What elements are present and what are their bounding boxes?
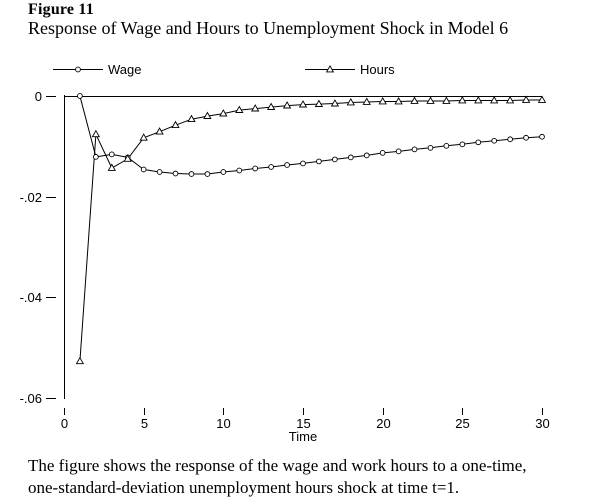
hours-marker [282,101,292,109]
hours-marker [235,105,244,113]
y-tick-label: -.02 [20,190,42,205]
figure-caption: The figure shows the response of the wag… [28,455,592,499]
hours-marker [314,99,324,107]
wage-marker [411,146,418,153]
hours-marker [426,96,435,104]
wage-marker [475,139,482,146]
hours-marker [362,97,371,105]
hours-marker [266,102,276,110]
figure-title: Response of Wage and Hours to Unemployme… [28,18,509,38]
hours-marker [410,96,419,104]
hours-marker [171,120,180,129]
caption-line-2: one-standard-deviation unemployment hour… [28,478,460,497]
wage-marker [172,170,179,177]
hours-marker [219,109,228,117]
y-tick-label: -.04 [20,290,42,305]
wage-marker [459,141,466,148]
wage-marker [507,136,513,143]
wage-marker [379,150,386,156]
caption-line-1: The figure shows the response of the wag… [28,456,527,475]
wage-marker [236,167,243,174]
wage-marker [252,165,259,172]
hours-marker [474,95,483,104]
wage-marker [188,171,195,177]
legend-hours-marker-icon [325,64,335,73]
wage-marker [108,151,115,158]
x-tick-label: 15 [296,416,310,431]
hours-marker [394,96,403,105]
hours-marker [139,133,148,141]
hours-marker [442,96,451,104]
y-tick-label: 0 [35,89,42,104]
hours-marker [346,97,355,106]
wage-marker [347,154,354,161]
wage-marker [268,164,274,170]
hours-marker [155,127,164,135]
wage-marker [300,160,306,167]
wage-marker [332,156,338,163]
wage-marker [427,144,434,151]
legend-wage-label: Wage [108,62,141,77]
y-tick-label: -.06 [20,391,42,406]
wage-marker [93,154,99,160]
wage-marker [156,169,163,175]
hours-marker [203,111,212,119]
hours-marker [123,154,132,162]
wage-marker [316,158,322,165]
figure-label: Figure 11 [28,1,94,18]
wage-marker [284,162,290,168]
legend-hours-label: Hours [360,62,395,77]
x-axis-title: Time [289,429,317,444]
wage-marker [539,133,545,140]
hours-marker [298,100,308,108]
wage-marker [77,93,83,99]
wage-marker [204,171,211,177]
hours-marker [505,95,515,104]
wage-marker [443,142,450,149]
x-tick-label: 10 [216,416,230,431]
wage-marker [363,152,370,159]
hours-marker [75,356,85,365]
wage-marker [395,148,402,155]
hours-series-line [79,99,542,362]
wage-series-line [79,95,543,175]
wage-marker [523,134,529,141]
hours-marker [107,163,116,171]
x-tick-label: 25 [455,416,469,431]
x-tick-label: 0 [61,416,68,431]
x-tick-label: 20 [376,416,390,431]
hours-marker [490,95,499,104]
x-tick-label: 5 [141,416,148,431]
legend-wage-marker-icon [75,66,81,73]
x-tick-label: 30 [535,416,549,431]
hours-marker [330,99,340,107]
hours-marker [537,95,547,103]
hours-marker [378,96,387,105]
hours-marker [91,129,101,138]
hours-marker [458,95,467,104]
wage-marker [491,137,498,144]
wage-marker [140,166,147,173]
hours-marker [187,114,196,123]
wage-marker [220,169,227,175]
hours-marker [521,95,531,103]
hours-marker [251,104,260,112]
